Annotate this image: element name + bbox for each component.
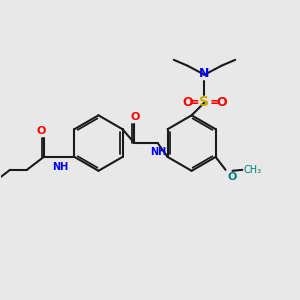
Text: O: O bbox=[227, 172, 237, 182]
Text: N: N bbox=[199, 67, 210, 80]
Text: =: = bbox=[188, 96, 199, 110]
Text: O: O bbox=[182, 96, 193, 109]
Text: NH: NH bbox=[151, 147, 167, 157]
Text: CH₃: CH₃ bbox=[243, 165, 262, 175]
Text: =: = bbox=[210, 96, 221, 110]
Text: S: S bbox=[200, 95, 209, 110]
Text: O: O bbox=[36, 126, 46, 136]
Text: NH: NH bbox=[52, 162, 69, 172]
Text: O: O bbox=[216, 96, 226, 109]
Text: O: O bbox=[131, 112, 140, 122]
